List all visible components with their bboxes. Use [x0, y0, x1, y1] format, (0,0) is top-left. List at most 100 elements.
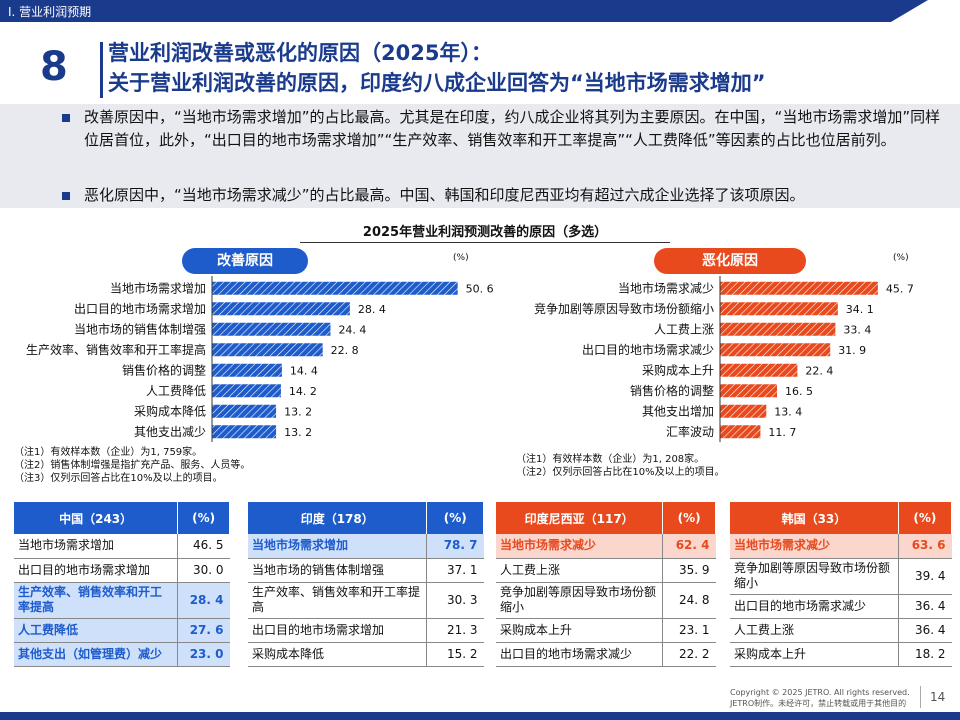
value-label: 13. 2	[284, 405, 312, 418]
row-label: 当地市场需求增加	[14, 534, 178, 559]
title-line-1: 营业利润改善或恶化的原因（2025年）：	[108, 41, 492, 65]
korea-table: 韩国（33） (%) 当地市场需求减少 63. 6 竞争加剧等原因导致市场份额缩小 39.…	[730, 502, 953, 667]
value-label: 16. 5	[785, 385, 813, 398]
bar	[212, 302, 350, 316]
row-value: 27. 6	[177, 618, 230, 643]
table-row: 出口目的地市场需求增加 21. 3	[248, 618, 484, 643]
table-row: 其他支出（如管理费）减少 23. 0	[14, 642, 230, 667]
footer-page-number: 14	[930, 690, 946, 704]
row-label: 采购成本降低	[248, 642, 427, 667]
note-line: （注2）仅列示回答占比在10%及以上的项目。	[516, 467, 725, 478]
row-label: 出口目的地市场需求减少	[496, 642, 663, 667]
value-label: 24. 4	[338, 323, 366, 336]
row-label: 生产效率、销售效率和开工率提高	[248, 582, 427, 619]
row-value: 62. 4	[662, 534, 716, 559]
table-row: 当地市场需求增加 46. 5	[14, 534, 230, 559]
table-title: 中国（243）	[14, 502, 179, 534]
category-label: 其他支出减少	[134, 425, 206, 439]
table-unit: (%)	[426, 502, 484, 534]
page-title: 营业利润改善或恶化的原因（2025年）： 关于营业利润改善的原因，印度约八成企业…	[108, 38, 766, 98]
row-label: 当地市场的销售体制增强	[248, 558, 427, 583]
row-value: 30. 3	[426, 582, 484, 619]
row-label: 人工费上涨	[496, 558, 663, 583]
row-label: 采购成本上升	[730, 642, 899, 667]
summary-bullet-1: 改善原因中，“当地市场需求增加”的占比最高。尤其是在印度，约八成企业将其列为主要…	[62, 106, 952, 152]
summary-bullet-2: 恶化原因中，“当地市场需求减少”的占比最高。中国、韩国和印度尼西亚均有超过六成企…	[62, 184, 952, 207]
indonesia-table: 印度尼西亚（117） (%) 当地市场需求减少 62. 4 人工费上涨 35. 9 竞争加剧…	[496, 502, 716, 667]
category-label: 采购成本上升	[642, 362, 714, 377]
improve-unit-label: (%)	[453, 253, 469, 263]
row-value: 37. 1	[426, 558, 484, 583]
value-label: 22. 8	[331, 344, 359, 357]
table-title: 韩国（33）	[730, 502, 899, 534]
worsen-reasons-chart: 当地市场需求减少 45. 7 竞争加剧等原因导致市场份额缩小 34. 1 人工费上涨 33…	[534, 276, 914, 442]
table-header-row: 中国（243） (%)	[14, 502, 230, 534]
table-unit: (%)	[898, 502, 953, 534]
row-value: 28. 4	[177, 582, 230, 619]
row-value: 35. 9	[662, 558, 716, 583]
row-label: 出口目的地市场需求增加	[14, 558, 178, 583]
improve-reasons-chart: 当地市场需求增加 50. 6 出口目的地市场需求增加 28. 4 当地市场的销售体制增强…	[26, 276, 494, 442]
category-label: 其他支出增加	[642, 404, 714, 418]
value-label: 13. 4	[774, 405, 802, 418]
table-row: 当地市场需求减少 63. 6	[730, 534, 952, 559]
row-value: 23. 0	[177, 642, 230, 667]
row-value: 18. 2	[897, 642, 952, 667]
improve-notes: （注1）有效样本数（企业）为1, 759家。 （注2）销售体制增强是指扩充产品、…	[14, 446, 250, 485]
table-row: 出口目的地市场需求减少 22. 2	[496, 642, 716, 667]
bar	[212, 425, 277, 439]
note-line: （注1）有效样本数（企业）为1, 208家。	[516, 454, 705, 465]
bar	[720, 425, 761, 439]
bullet-square-icon	[62, 192, 70, 200]
row-label: 生产效率、销售效率和开工率提高	[14, 582, 178, 619]
table-row: 当地市场需求增加 78. 7	[248, 534, 484, 559]
row-value: 23. 1	[662, 618, 716, 643]
row-label: 竞争加剧等原因导致市场份额缩小	[496, 582, 663, 619]
table-row: 采购成本上升 23. 1	[496, 618, 716, 643]
table-unit: (%)	[177, 502, 230, 534]
copyright-notice: JETRO制作。未经许可，禁止转载或用于其他目的	[730, 699, 907, 708]
value-label: 45. 7	[886, 282, 914, 295]
row-label: 当地市场需求减少	[730, 534, 899, 559]
category-label: 销售价格的调整	[122, 362, 206, 377]
value-label: 31. 9	[838, 344, 866, 357]
section-tab	[0, 0, 928, 22]
row-label: 人工费上涨	[730, 618, 899, 643]
table-row: 生产效率、销售效率和开工率提高 28. 4	[14, 582, 230, 619]
bar	[720, 343, 831, 357]
table-row: 出口目的地市场需求减少 36. 4	[730, 594, 952, 619]
bullet-square-icon	[62, 114, 70, 122]
table-row: 竞争加剧等原因导致市场份额缩小 24. 8	[496, 582, 716, 619]
value-label: 28. 4	[358, 303, 386, 316]
bar	[720, 363, 798, 377]
category-label: 出口目的地市场需求减少	[582, 342, 714, 357]
table-row: 当地市场的销售体制增强 37. 1	[248, 558, 484, 583]
table-header-row: 韩国（33） (%)	[730, 502, 953, 534]
row-value: 15. 2	[426, 642, 484, 667]
row-value: 21. 3	[426, 618, 484, 643]
row-label: 当地市场需求增加	[248, 534, 427, 559]
value-label: 22. 4	[805, 364, 833, 377]
section-header-bar: Ⅰ. 营业利润预期	[0, 0, 960, 24]
bar	[720, 384, 777, 398]
summary-bullet-2-text: 恶化原因中，“当地市场需求减少”的占比最高。中国、韩国和印度尼西亚均有超过六成企…	[84, 186, 805, 204]
chart-title: 2025年营业利润预测改善的原因（多选）	[300, 221, 670, 243]
copyright-text: Copyright © 2025 JETRO. All rights reser…	[730, 688, 910, 697]
category-label: 当地市场的销售体制增强	[74, 321, 206, 336]
bar	[720, 281, 878, 295]
bar	[212, 363, 282, 377]
row-label: 出口目的地市场需求增加	[248, 618, 427, 643]
worsen-reasons-pill: 恶化原因	[654, 248, 806, 274]
table-row: 当地市场需求减少 62. 4	[496, 534, 716, 559]
category-label: 采购成本降低	[134, 403, 206, 418]
value-label: 50. 6	[466, 282, 494, 295]
table-unit: (%)	[662, 502, 716, 534]
title-line-2: 关于营业利润改善的原因，印度约八成企业回答为“当地市场需求增加”	[108, 71, 766, 95]
row-label: 竞争加剧等原因导致市场份额缩小	[730, 558, 899, 595]
bar	[720, 404, 767, 418]
title-accent-bar	[100, 42, 103, 98]
value-label: 11. 7	[768, 426, 796, 439]
row-value: 36. 4	[897, 618, 952, 643]
category-label: 出口目的地市场需求增加	[74, 301, 206, 316]
